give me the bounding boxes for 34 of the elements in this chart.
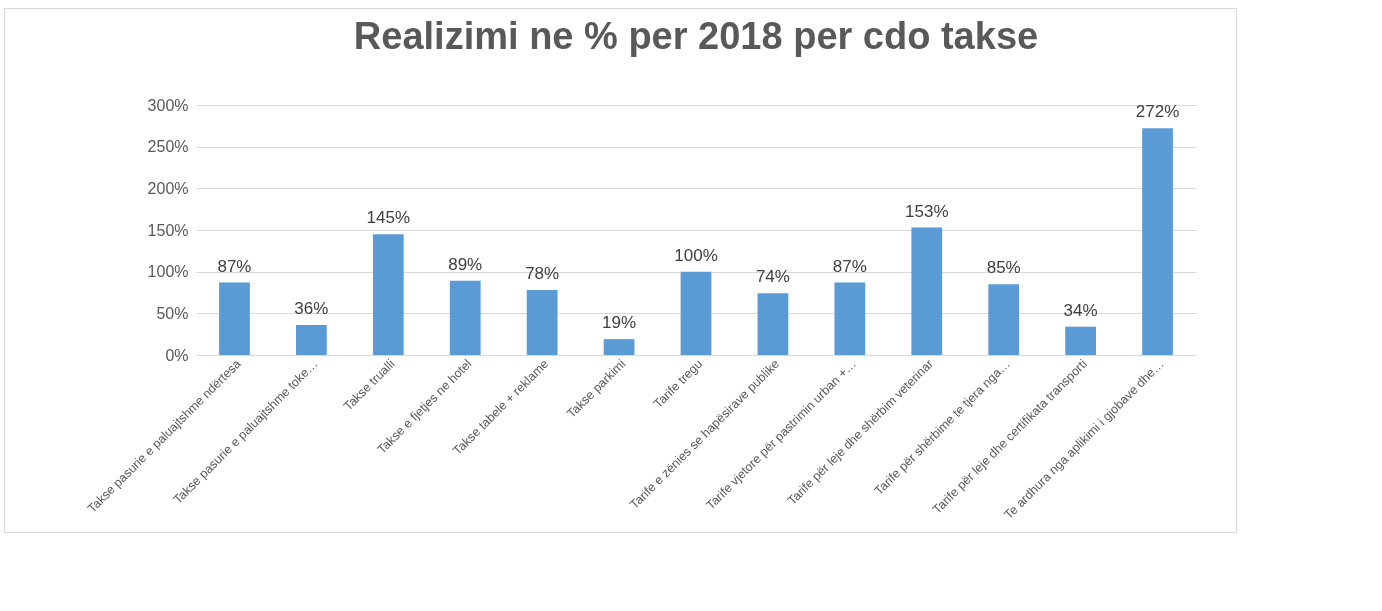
data-label: 74% [755, 267, 790, 287]
y-tick-label: 100% [147, 263, 189, 281]
bar [680, 271, 712, 355]
data-label: 19% [602, 313, 637, 333]
y-tick-label: 150% [147, 221, 189, 239]
bar [834, 282, 866, 355]
bar [757, 293, 789, 355]
y-tick-label: 250% [147, 138, 189, 156]
bar [526, 290, 558, 355]
y-tick-label: 50% [156, 304, 189, 322]
bar [219, 282, 250, 355]
bar [911, 227, 943, 355]
data-label: 100% [674, 245, 718, 265]
data-label: 85% [986, 258, 1021, 278]
y-tick-label: 300% [147, 96, 189, 114]
y-tick-label: 200% [147, 179, 189, 197]
data-label: 34% [1063, 300, 1098, 320]
bar [1065, 326, 1096, 355]
bar [296, 325, 327, 355]
bar [1142, 128, 1173, 355]
data-label: 87% [832, 256, 867, 276]
bar [372, 234, 404, 355]
data-label: 78% [525, 264, 560, 283]
data-label: 36% [294, 299, 329, 318]
data-label: 89% [448, 254, 483, 274]
data-label: 87% [217, 256, 252, 276]
bar [603, 339, 635, 355]
bar [988, 284, 1020, 355]
chart-title: Realizimi ne % per 2018 per cdo takse [353, 15, 1039, 57]
data-label: 272% [1135, 102, 1180, 122]
bar [449, 280, 481, 355]
data-label: 145% [366, 208, 411, 228]
y-tick-label: 0% [165, 346, 189, 364]
data-label: 153% [905, 201, 949, 221]
